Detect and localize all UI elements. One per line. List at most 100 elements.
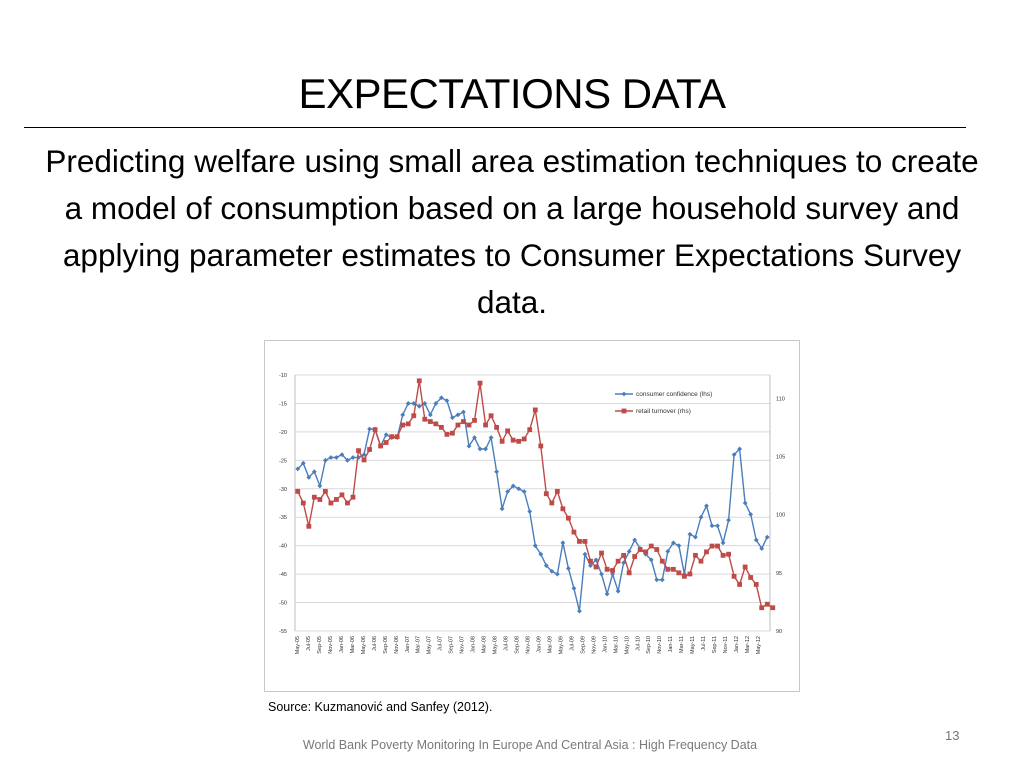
page-number: 13 xyxy=(945,728,960,743)
data-point-confidence xyxy=(516,486,522,492)
data-point-confidence xyxy=(411,401,417,406)
x-tick-label: May-09 xyxy=(558,636,564,654)
right-tick-label: 100 xyxy=(776,513,785,519)
data-point-retail xyxy=(356,448,361,454)
data-point-confidence xyxy=(295,466,301,472)
left-tick-label: -30 xyxy=(279,487,287,493)
data-point-retail xyxy=(637,547,643,552)
data-point-retail xyxy=(322,488,328,494)
data-point-confidence xyxy=(582,551,588,557)
x-tick-label: Mar-06 xyxy=(350,636,356,653)
x-axis-labels: May-05 Jul-05 Sep-05 Nov-05 Jan-06 Mar-06 May-… xyxy=(295,636,762,654)
x-tick-label: Jan-09 xyxy=(536,636,542,653)
data-point-retail xyxy=(709,543,715,549)
data-point-confidence xyxy=(621,560,627,566)
x-tick-label: Mar-07 xyxy=(416,636,422,653)
right-tick-label: 110 xyxy=(776,396,785,402)
right-tick-label: 105 xyxy=(776,454,785,460)
x-tick-label: Mar-09 xyxy=(547,636,553,653)
x-tick-label: May-11 xyxy=(690,636,696,654)
data-point-confidence xyxy=(742,500,748,506)
data-point-retail xyxy=(372,427,378,433)
data-point-retail xyxy=(549,500,555,506)
data-point-retail xyxy=(466,422,472,428)
data-point-retail xyxy=(477,380,483,386)
data-point-confidence xyxy=(488,435,494,440)
data-point-retail xyxy=(554,488,560,494)
data-point-confidence xyxy=(610,571,615,577)
data-point-retail xyxy=(693,552,698,558)
data-point-retail xyxy=(383,440,389,445)
data-point-retail xyxy=(416,378,422,384)
data-point-retail xyxy=(532,407,538,413)
x-tick-label: Sep-06 xyxy=(383,636,389,654)
x-tick-label: Mar-10 xyxy=(613,636,619,653)
x-tick-label: Sep-08 xyxy=(515,636,521,654)
x-tick-label: Jul-05 xyxy=(306,636,312,651)
data-point-retail xyxy=(345,500,350,506)
data-point-confidence xyxy=(328,455,334,460)
data-point-retail xyxy=(621,552,627,558)
data-point-retail xyxy=(670,566,676,572)
data-point-confidence xyxy=(615,588,621,594)
data-point-retail xyxy=(648,543,654,549)
left-tick-label: -50 xyxy=(279,601,287,607)
data-point-retail xyxy=(643,549,649,555)
data-point-retail xyxy=(527,427,533,433)
data-point-retail xyxy=(438,424,444,430)
data-point-confidence xyxy=(405,401,411,406)
x-tick-label: Jan-10 xyxy=(602,636,608,653)
data-point-retail xyxy=(516,438,522,444)
data-point-confidence xyxy=(527,509,533,514)
x-tick-label: Nov-08 xyxy=(526,636,532,654)
data-point-confidence xyxy=(720,540,726,546)
series-lines xyxy=(295,378,776,614)
data-point-retail xyxy=(704,549,709,555)
data-point-retail xyxy=(472,417,477,423)
chart-svg: -10 -15 -20 -25 -30 -35 -40 -45 -50 -55 110 105 100… xyxy=(279,373,785,654)
data-point-confidence xyxy=(455,412,461,418)
data-point-retail xyxy=(328,500,334,506)
data-point-confidence xyxy=(648,557,654,563)
left-tick-label: -10 xyxy=(279,373,287,379)
data-point-confidence xyxy=(571,585,577,591)
data-point-retail xyxy=(604,566,610,572)
data-point-confidence xyxy=(709,523,715,529)
x-tick-label: Jan-07 xyxy=(405,636,411,653)
data-point-confidence xyxy=(521,489,527,495)
left-tick-label: -25 xyxy=(279,458,287,464)
data-point-retail xyxy=(764,601,770,607)
slide-title: EXPECTATIONS DATA xyxy=(298,70,726,117)
data-point-confidence xyxy=(665,548,671,554)
x-tick-label: May-06 xyxy=(361,636,367,654)
left-tick-label: -55 xyxy=(279,629,287,635)
data-point-confidence xyxy=(549,568,555,574)
data-point-confidence xyxy=(698,514,704,520)
x-tick-label: Jul-08 xyxy=(504,636,510,651)
x-tick-label: Jan-11 xyxy=(668,636,674,652)
data-point-retail xyxy=(681,573,687,579)
data-point-retail xyxy=(715,543,720,549)
data-point-retail xyxy=(742,564,748,570)
data-point-retail xyxy=(400,422,406,428)
data-point-retail xyxy=(770,605,776,611)
data-point-retail xyxy=(654,547,660,552)
data-point-retail xyxy=(665,566,671,572)
title-divider xyxy=(24,127,966,128)
data-point-retail xyxy=(483,422,488,428)
legend-label-1: consumer confidence (lhs) xyxy=(636,391,712,398)
data-point-confidence xyxy=(367,426,372,432)
data-point-retail xyxy=(411,413,417,419)
left-tick-label: -15 xyxy=(279,401,287,407)
data-point-confidence xyxy=(317,483,323,489)
data-point-confidence xyxy=(554,571,560,577)
data-point-retail xyxy=(461,419,466,424)
data-point-confidence xyxy=(300,460,306,466)
data-point-retail xyxy=(720,552,726,558)
data-point-confidence xyxy=(477,446,483,452)
data-point-confidence xyxy=(538,551,544,557)
data-point-retail xyxy=(405,421,411,427)
x-tick-label: May-12 xyxy=(756,636,762,654)
right-tick-label: 90 xyxy=(776,629,782,635)
data-point-confidence xyxy=(670,540,676,546)
